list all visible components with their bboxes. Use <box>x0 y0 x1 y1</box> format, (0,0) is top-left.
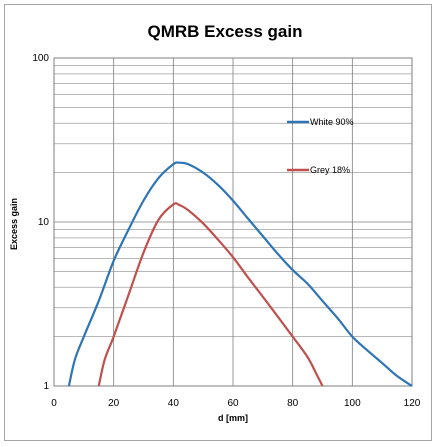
grid <box>53 57 413 387</box>
chart-title: QMRB Excess gain <box>148 22 303 41</box>
y-tick-label: 10 <box>38 217 50 228</box>
series-line-grey-18 <box>97 202 324 387</box>
chart-frame: QMRB Excess gain 0 20 40 60 80 100 120 1 10 100 W… <box>4 4 432 441</box>
legend-label: Grey 18% <box>310 165 350 175</box>
x-tick-label: 60 <box>227 398 239 409</box>
legend-label: White 90% <box>310 117 354 127</box>
x-tick-label: 120 <box>404 398 421 409</box>
x-tick-label: 100 <box>344 398 361 409</box>
legend: White 90% Grey 18% <box>287 117 354 175</box>
x-tick-label: 80 <box>287 398 299 409</box>
series-layer <box>67 161 413 387</box>
x-tick-label: 0 <box>51 398 57 409</box>
y-tick-label: 100 <box>32 53 49 64</box>
y-axis-label: Excess gain <box>9 198 19 250</box>
axes <box>53 57 413 387</box>
plot-area-border <box>53 57 413 387</box>
x-tick-label: 20 <box>108 398 120 409</box>
x-axis-label: d [mm] <box>218 413 248 423</box>
x-tick-label: 40 <box>168 398 180 409</box>
y-tick-label: 1 <box>43 381 49 392</box>
series-line-white-90 <box>67 161 413 387</box>
